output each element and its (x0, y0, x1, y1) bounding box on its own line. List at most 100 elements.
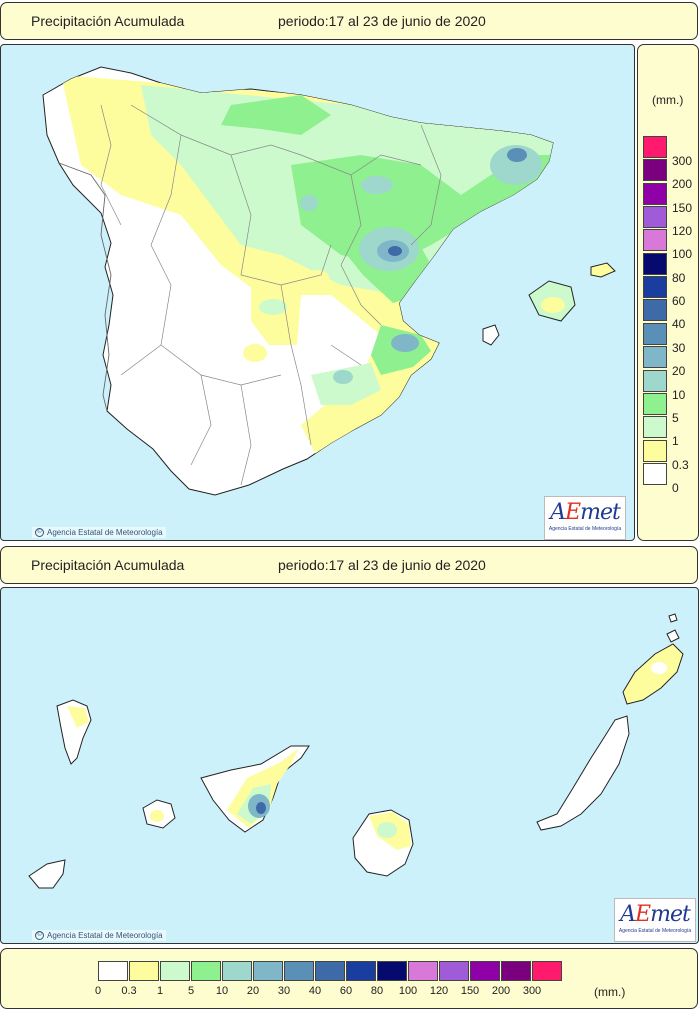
vertical-legend-label: 1 (672, 434, 679, 449)
horizontal-legend-label: 120 (429, 985, 449, 997)
vertical-legend-unit: (mm.) (652, 93, 684, 107)
boundary-line (280, 284, 312, 446)
boundary-line (150, 134, 282, 386)
horizontal-legend-label: 60 (339, 985, 353, 997)
horizontal-legend-label: 150 (460, 985, 480, 997)
vertical-legend-label: 200 (672, 177, 693, 192)
horizontal-legend-label: 100 (398, 985, 418, 997)
precip-zone-la-palma-yellow (67, 706, 89, 728)
vertical-legend-label: 120 (672, 224, 693, 239)
precip-zone-lanzarote-white (651, 662, 667, 674)
top-credit: © Agencia Estatal de Meteorología (32, 527, 166, 539)
precip-zone-sierra-green (259, 299, 287, 315)
vertical-legend: (mm.) 300 200 150 120 100 80 60 40 30 20 10 5 1 0.3 0 (637, 44, 699, 541)
boundary-line (120, 344, 162, 376)
top-title-bar: Precipitación Acumulada periodo:17 al 23… (0, 2, 698, 40)
precip-layer-peninsula (61, 75, 553, 465)
bottom-logo-text: AEmet (620, 902, 691, 927)
boundary-line (300, 154, 422, 176)
vertical-legend-swatch (643, 416, 667, 439)
horizontal-legend-label: 80 (370, 985, 384, 997)
island-menorca (590, 262, 616, 278)
horizontal-legend-swatch (377, 961, 407, 981)
boundary-line (100, 104, 122, 226)
peninsula-map-svg (42, 66, 616, 496)
precip-zone-meseta-yellow (305, 270, 329, 284)
bottom-title-bar: Precipitación Acumulada periodo:17 al 23… (0, 546, 698, 584)
precip-zone-gran-canaria-green (377, 822, 397, 838)
horizontal-legend-swatch (501, 961, 531, 981)
island-ibiza (482, 324, 500, 346)
horizontal-legend-unit: (mm.) (594, 985, 626, 999)
bottom-aemet-logo: AEmet Agencia Estatal de Meteorología (614, 898, 696, 942)
horizontal-legend-label: 40 (308, 985, 322, 997)
precip-zone-aragon-teal (361, 176, 393, 194)
vertical-legend-swatch (643, 136, 667, 158)
island-la-graciosa (666, 629, 680, 643)
horizontal-legend-swatch (408, 961, 438, 981)
precip-zone-la-gomera-yellow (150, 810, 164, 822)
horizontal-legend-swatch (346, 961, 376, 981)
vertical-legend-label: 5 (672, 410, 679, 425)
vertical-legend-swatch (643, 462, 667, 485)
horizontal-legend-swatch (222, 961, 252, 981)
precip-zone-extremadura-yellow (243, 344, 267, 362)
island-el-hierro (28, 859, 66, 889)
precip-zone-alicante-teal (391, 334, 419, 352)
island-alegranza (668, 613, 678, 623)
vertical-legend-label: 0.3 (672, 457, 689, 472)
vertical-legend-swatch (643, 229, 667, 252)
vertical-legend-swatch (643, 439, 667, 462)
horizontal-legend-label: 300 (522, 985, 542, 997)
horizontal-legend-label: 0.3 (121, 985, 137, 997)
vertical-legend-label: 150 (672, 200, 693, 215)
bottom-credit-text: Agencia Estatal de Meteorología (47, 931, 163, 940)
island-lanzarote (622, 643, 684, 705)
vertical-legend-label: 40 (672, 317, 686, 332)
vertical-legend-label: 10 (672, 387, 686, 402)
top-aemet-logo: AEmet Agencia Estatal de Meteorología (544, 496, 626, 540)
vertical-legend-swatch (643, 369, 667, 392)
bottom-credit: © Agencia Estatal de Meteorología (32, 930, 166, 942)
precip-zone-tenerife-core (256, 802, 266, 814)
horizontal-legend-label: 30 (277, 985, 291, 997)
horizontal-legend-label: 20 (246, 985, 260, 997)
vertical-legend-label: 30 (672, 340, 686, 355)
boundary-line (230, 154, 332, 286)
boundary-line (340, 264, 382, 326)
vertical-legend-label: 300 (672, 154, 693, 168)
horizontal-legend-swatch (284, 961, 314, 981)
precip-zone-murcia-green (311, 363, 381, 405)
horizontal-legend-label: 1 (156, 985, 164, 997)
vertical-legend-swatch (643, 299, 667, 322)
horizontal-legend-label: 200 (491, 985, 511, 997)
precip-zone-mallorca-yellow (541, 297, 565, 313)
copyright-icon: © (35, 528, 44, 538)
vertical-legend-swatch (643, 252, 667, 275)
boundary-line (410, 124, 442, 246)
island-fuerteventura (536, 715, 630, 831)
precip-zone-murcia-teal (333, 370, 353, 384)
vertical-legend-label: 100 (672, 247, 693, 262)
region-boundaries (100, 104, 442, 486)
boundary-line (190, 374, 212, 466)
copyright-icon: © (35, 931, 44, 941)
precip-zone-andalusia-yellow (313, 429, 361, 453)
vertical-legend-swatch (643, 322, 667, 345)
horizontal-legend-swatch (532, 961, 562, 981)
horizontal-legend-swatch (315, 961, 345, 981)
top-credit-text: Agencia Estatal de Meteorología (47, 528, 163, 537)
vertical-legend-label: 0 (672, 480, 679, 495)
horizontal-legend-swatch (191, 961, 221, 981)
horizontal-legend-swatch (470, 961, 500, 981)
boundary-line (240, 384, 252, 486)
boundary-line (330, 344, 362, 366)
bottom-logo-sub: Agencia Estatal de Meteorología (618, 928, 692, 934)
horizontal-legend: 0 0.3 1 5 10 20 30 40 60 80 100 120 150 200 300 (mm.) (0, 948, 698, 1009)
horizontal-legend-swatch (439, 961, 469, 981)
vertical-legend-swatch (643, 159, 667, 182)
vertical-legend-label: 80 (672, 270, 686, 285)
peninsula-map: © Agencia Estatal de Meteorología AEmet A… (0, 44, 635, 541)
canary-islands-map: © Agencia Estatal de Meteorología AEmet A… (0, 587, 699, 944)
precip-zone-catalonia-teal (490, 145, 542, 185)
